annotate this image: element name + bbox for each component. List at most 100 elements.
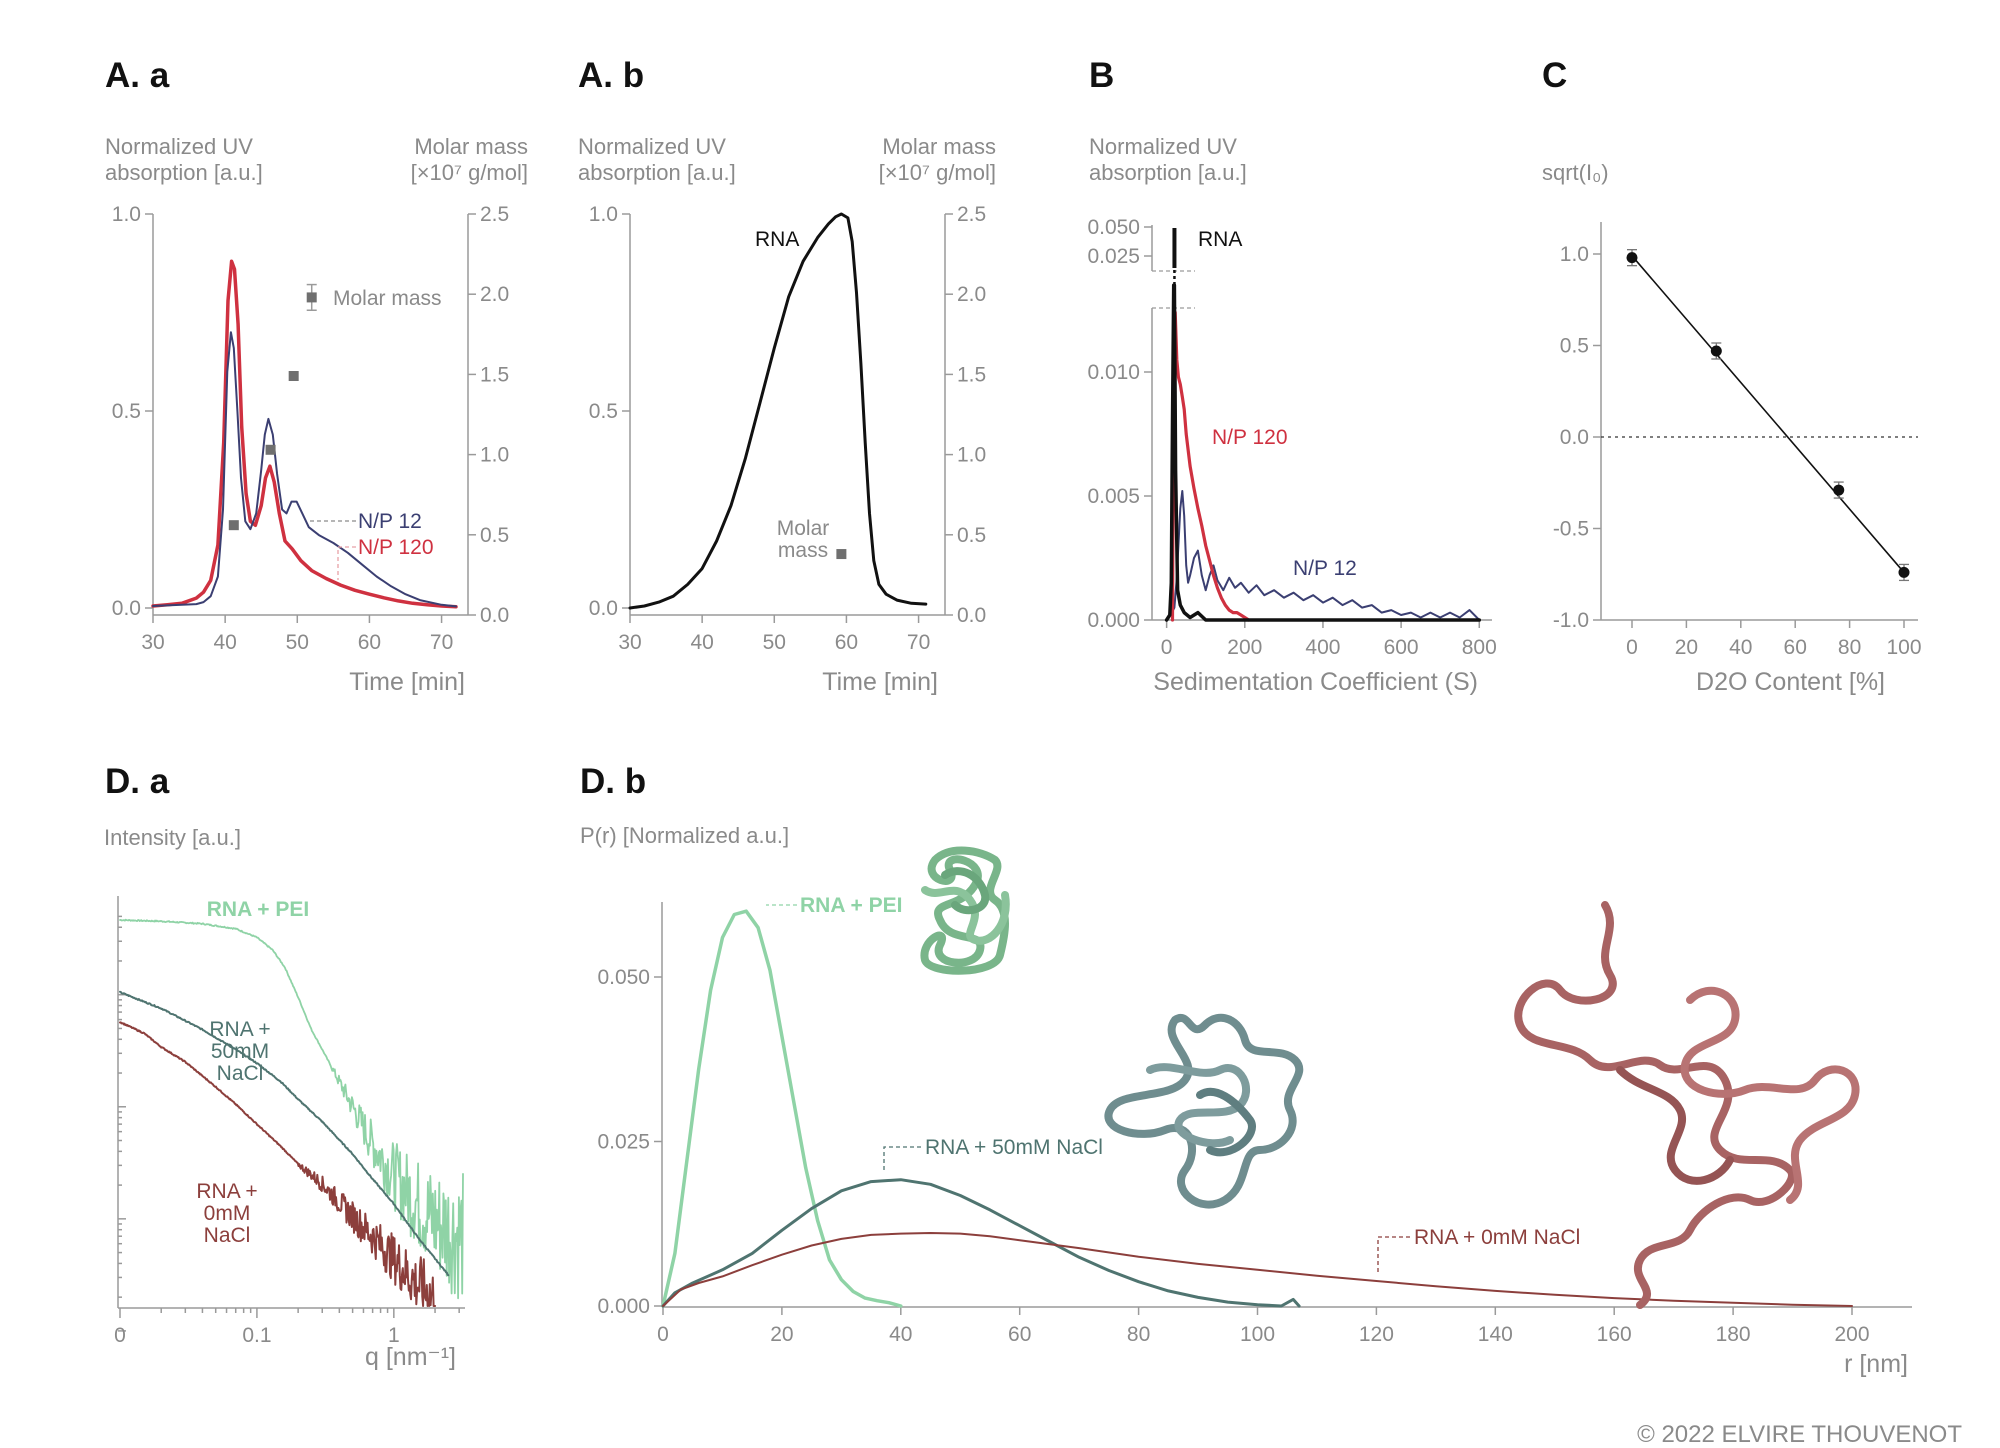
ylabel-Aa-line1: Normalized UV	[105, 134, 253, 159]
x-tick-label-B: 400	[1305, 636, 1340, 659]
y-tick-label-C: 0.0	[1560, 426, 1589, 449]
x-tick-label-Db: 40	[889, 1323, 912, 1346]
label-50-Da-3: NaCl	[217, 1062, 264, 1085]
data-point-C	[1710, 345, 1722, 357]
y-tick-label-Aa: 0.0	[112, 597, 141, 620]
y-tick-label-B: 0.000	[1087, 609, 1140, 632]
series-rna-Ab	[628, 212, 928, 610]
x-tick-label-Ab: 30	[618, 631, 641, 654]
label-50-Db: RNA + 50mM NaCl	[925, 1136, 1103, 1159]
axes-Ab: 0.0 0.5 1.0 0.0 0.5 1.0 1.5 2.0 2.5 30 40 50 60 70	[589, 203, 986, 654]
x-tick-label-Ab: 40	[690, 631, 713, 654]
label-50-Da-2: 50mM	[211, 1040, 269, 1063]
x-tick-label-Db: 180	[1716, 1323, 1751, 1346]
y2-tick-label-Aa: 1.0	[480, 444, 509, 467]
x-tick-label-Db: 100	[1240, 1323, 1275, 1346]
panel-title-Da: D. a	[105, 762, 170, 801]
legend-molar-mass-Aa: Molar mass	[333, 287, 442, 310]
y2-tick-label-Ab: 2.5	[957, 203, 986, 226]
series-n-p-12-Aa	[152, 331, 457, 608]
xlabel-Da: q [nm⁻¹]	[365, 1343, 456, 1371]
axes-Db: 0.000 0.025 0.050 0 20 40 60 80 100 120 140 160 180 2…	[597, 902, 1912, 1346]
x-tick-label-Aa: 70	[430, 631, 453, 654]
x-tick-label-Db: 200	[1834, 1323, 1869, 1346]
ylabel-Aa-line2: absorption [a.u.]	[105, 160, 263, 185]
series-rna-pei-Da	[119, 918, 464, 1300]
y-tick-label-Db: 0.000	[597, 1295, 650, 1318]
axes-B: 0.000 0.005 0.010 0.050 0.025 0 200 400 600 800	[1087, 216, 1496, 659]
y-tick-label-B: 0.005	[1087, 485, 1140, 508]
y-tick-label-C: 0.5	[1560, 335, 1589, 358]
y-tick-label-Ab: 0.0	[589, 597, 618, 620]
series-rna-pei-Db	[661, 909, 903, 1308]
y-tick-label-Ab: 0.5	[589, 400, 618, 423]
label-pei-Db: RNA + PEI	[800, 894, 903, 917]
label-mass-Ab: mass	[778, 539, 828, 562]
x-tick-label-Ab: 50	[763, 631, 786, 654]
x-tick-label-Db: 0	[657, 1323, 669, 1346]
x-tick-label-Db: 20	[770, 1323, 793, 1346]
series-rna-50mm-nacl-Db	[661, 1178, 1301, 1308]
y2-tick-label-Ab: 0.5	[957, 524, 986, 547]
panel-Db: D. b P(r) [Normalized a.u.] r [nm] 0.000…	[580, 762, 1912, 1378]
ylabel-Ab-line1: Normalized UV	[578, 134, 726, 159]
copyright-text: © 2022 ELVIRE THOUVENOT	[1637, 1421, 1962, 1448]
data-point-C	[1898, 566, 1910, 578]
series-rna-0mm-nacl-Db	[662, 1232, 1853, 1307]
model-rna-pei-illustration	[920, 846, 1010, 975]
y2label-Ab-line2: [×10⁷ g/mol]	[879, 160, 996, 185]
y2-tick-label-Aa: 0.0	[480, 604, 509, 627]
x-tick-label-Da: 1	[388, 1324, 400, 1347]
series-rna-0mm-nacl-Da	[119, 1021, 437, 1307]
label-0-Da-1: RNA +	[196, 1180, 257, 1203]
y-tick-label-Db: 0.025	[597, 1131, 650, 1154]
x-tick-label-C: 40	[1729, 636, 1752, 659]
xlabel-C: D2O Content [%]	[1696, 668, 1885, 696]
y-tick-label-Aa: 0.5	[112, 400, 141, 423]
data-point-C	[1626, 252, 1638, 264]
xlabel-Ab: Time [min]	[822, 668, 938, 696]
x-tick-label-Ab: 70	[907, 631, 930, 654]
leader-50-Db	[883, 1146, 921, 1172]
x-tick-label-C: 100	[1886, 636, 1921, 659]
x-tick-label-Aa: 40	[213, 631, 236, 654]
y2-tick-label-Aa: 0.5	[480, 524, 509, 547]
molar-mass-point-Aa	[265, 444, 276, 455]
molar-mass-point-Ab	[836, 549, 847, 560]
x-tick-label-Da: 0.1	[242, 1324, 271, 1347]
series-np12-B	[1165, 490, 1481, 621]
ylabel-B-line2: absorption [a.u.]	[1089, 160, 1247, 185]
panel-Ab: A. b Normalized UV absorption [a.u.] Mol…	[578, 56, 996, 696]
panel-title-B: B	[1089, 56, 1114, 95]
panel-B: B Normalized UV absorption [a.u.] Sedime…	[1087, 56, 1496, 696]
y-tick-label-upper-B: 0.025	[1087, 245, 1140, 268]
label-0-Db: RNA + 0mM NaCl	[1414, 1226, 1580, 1249]
series-rna-50mm-nacl-Da	[119, 990, 450, 1277]
y2-tick-label-Aa: 2.5	[480, 203, 509, 226]
panel-title-Db: D. b	[580, 762, 646, 801]
x-tick-label-Db: 140	[1478, 1323, 1513, 1346]
leader-np120-Aa	[337, 546, 356, 580]
x-tick-label-Da: 0	[114, 1324, 126, 1347]
xlabel-Aa: Time [min]	[349, 668, 465, 696]
y-tick-label-Db: 0.050	[597, 966, 650, 989]
x-tick-label-B: 200	[1227, 636, 1262, 659]
label-np12-B: N/P 12	[1293, 557, 1357, 580]
y2-tick-label-Aa: 1.5	[480, 363, 509, 386]
x-tick-label-C: 20	[1675, 636, 1698, 659]
label-molar-Ab: Molar	[777, 517, 830, 540]
y2label-Aa-line1: Molar mass	[414, 134, 528, 159]
ylabel-C: sqrt(I₀)	[1542, 160, 1609, 185]
y-tick-label-C: -1.0	[1553, 609, 1589, 632]
x-tick-label-C: 80	[1838, 636, 1861, 659]
y-tick-label-B: 0.010	[1087, 361, 1140, 384]
axes-Da: 0 0.1 1	[114, 896, 465, 1347]
fit-line-C	[1631, 255, 1905, 573]
y-tick-label-Aa: 1.0	[112, 203, 141, 226]
panel-title-C: C	[1542, 56, 1567, 95]
y2label-Aa-line2: [×10⁷ g/mol]	[411, 160, 528, 185]
x-tick-label-Db: 160	[1597, 1323, 1632, 1346]
label-rna-B: RNA	[1198, 228, 1242, 251]
label-np120-B: N/P 120	[1212, 426, 1288, 449]
